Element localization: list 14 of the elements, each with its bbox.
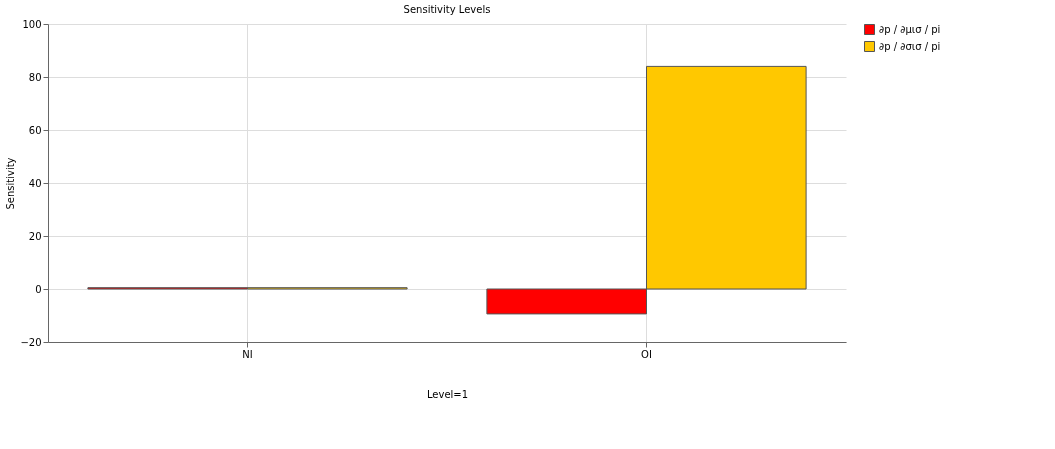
- y-tick-label: 80: [28, 71, 42, 83]
- legend-label: ∂p / ∂μισ / pi: [879, 23, 941, 35]
- x-tick-label: OI: [641, 348, 652, 360]
- x-axis-title: Level=1: [426, 388, 469, 400]
- chart-title: Sensitivity Levels: [403, 4, 491, 15]
- y-tick-label: 0: [35, 283, 42, 295]
- y-tick-label: 100: [22, 18, 42, 30]
- legend-label: ∂p / ∂σισ / pi: [879, 40, 941, 52]
- y-tick-label: −20: [20, 336, 42, 348]
- y-tick-label: 20: [28, 230, 42, 242]
- y-tick-label: 40: [28, 177, 42, 189]
- y-axis-title: Sensitivity: [5, 157, 17, 210]
- y-tick-label: 60: [28, 124, 42, 136]
- x-tick-label: NI: [242, 348, 253, 360]
